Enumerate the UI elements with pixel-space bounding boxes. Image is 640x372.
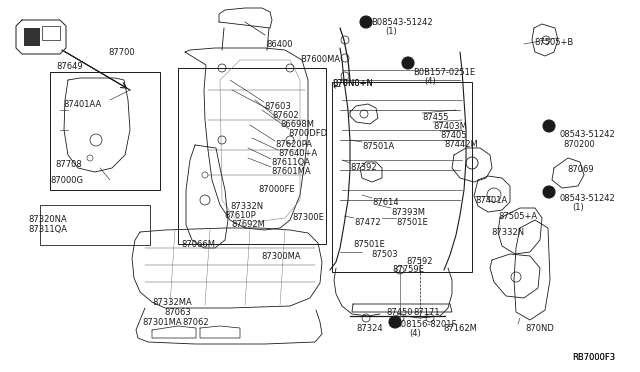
Text: 87505+B: 87505+B (534, 38, 573, 47)
Text: 87300E: 87300E (292, 213, 324, 222)
Text: 87063: 87063 (164, 308, 191, 317)
Text: 87405: 87405 (440, 131, 467, 140)
Text: 8700DFD: 8700DFD (288, 129, 327, 138)
Text: 87062: 87062 (182, 318, 209, 327)
Text: 87592: 87592 (406, 257, 433, 266)
Text: 87162M: 87162M (443, 324, 477, 333)
Bar (332, 82, 472, 272)
Text: 87503: 87503 (371, 250, 397, 259)
Text: 87602: 87602 (272, 111, 299, 120)
Text: B: B (546, 122, 552, 131)
Text: 87708: 87708 (55, 160, 82, 169)
Text: 87610P: 87610P (224, 211, 256, 220)
Text: B7600MA: B7600MA (300, 55, 340, 64)
Text: 08543-51242: 08543-51242 (559, 194, 615, 203)
Text: 87450: 87450 (386, 308, 413, 317)
Text: 870N0+N: 870N0+N (332, 79, 373, 88)
Text: 87066M: 87066M (181, 240, 215, 249)
Text: 86400: 86400 (266, 40, 292, 49)
Text: B: B (392, 317, 398, 327)
Text: 87505+A: 87505+A (498, 212, 537, 221)
Text: 87332N: 87332N (230, 202, 263, 211)
Circle shape (543, 120, 555, 132)
Text: (4): (4) (409, 329, 420, 338)
Text: B08156-8201F: B08156-8201F (395, 320, 456, 329)
Text: 87320NA: 87320NA (28, 215, 67, 224)
Bar (178, 68, 326, 244)
Text: (1): (1) (385, 27, 397, 36)
Text: (1): (1) (572, 203, 584, 212)
Text: 87614: 87614 (372, 198, 399, 207)
Text: (4): (4) (424, 77, 436, 86)
Text: B: B (546, 187, 552, 196)
Bar (40, 205, 150, 245)
Bar (50, 72, 160, 190)
Text: 87000G: 87000G (50, 176, 83, 185)
Text: 87000FE: 87000FE (258, 185, 294, 194)
Text: 87455: 87455 (422, 113, 449, 122)
Circle shape (360, 16, 372, 28)
Text: 87501A: 87501A (362, 142, 394, 151)
Text: 87649: 87649 (56, 62, 83, 71)
Text: B: B (405, 58, 411, 67)
Text: 08543-51242: 08543-51242 (559, 130, 615, 139)
Text: 87324: 87324 (356, 324, 383, 333)
Text: 86698M: 86698M (280, 120, 314, 129)
Text: 87301MA: 87301MA (142, 318, 182, 327)
Text: 87501E: 87501E (396, 218, 428, 227)
Text: 87393M: 87393M (391, 208, 425, 217)
Text: 87601MA: 87601MA (271, 167, 310, 176)
Text: 87069: 87069 (567, 165, 594, 174)
Bar (42, 26, 60, 40)
Text: 87442M: 87442M (444, 140, 477, 149)
Text: 87501E: 87501E (353, 240, 385, 249)
Text: B: B (363, 17, 369, 26)
Text: RB7000F3: RB7000F3 (572, 353, 615, 362)
Text: 87392: 87392 (350, 163, 376, 172)
Text: 87611QA: 87611QA (271, 158, 310, 167)
Text: 87401A: 87401A (475, 196, 508, 205)
Circle shape (543, 186, 555, 198)
Text: RB7000F3: RB7000F3 (572, 353, 615, 362)
Circle shape (389, 316, 401, 328)
Text: 87300MA: 87300MA (261, 252, 301, 261)
Bar (24, 28, 40, 46)
Text: ←: ← (333, 82, 341, 92)
Text: 87692M: 87692M (231, 220, 265, 229)
Text: 87332MA: 87332MA (152, 298, 192, 307)
Text: B0B157-0251E: B0B157-0251E (413, 68, 475, 77)
Text: 87620PA: 87620PA (275, 140, 312, 149)
Text: 87640+A: 87640+A (278, 149, 317, 158)
Text: 87603: 87603 (264, 102, 291, 111)
Text: 87759E: 87759E (392, 265, 424, 274)
Text: 87472: 87472 (354, 218, 381, 227)
Text: 87171: 87171 (413, 308, 440, 317)
Circle shape (402, 57, 414, 69)
Text: 870200: 870200 (563, 140, 595, 149)
Text: 87401AA: 87401AA (63, 100, 101, 109)
Text: 87311QA: 87311QA (28, 225, 67, 234)
Text: 87403M: 87403M (433, 122, 467, 131)
Text: 870ND: 870ND (525, 324, 554, 333)
Text: B08543-51242: B08543-51242 (371, 18, 433, 27)
Text: 870N0+N: 870N0+N (332, 79, 373, 88)
Text: 87332N: 87332N (491, 228, 524, 237)
Text: 87700: 87700 (108, 48, 134, 57)
